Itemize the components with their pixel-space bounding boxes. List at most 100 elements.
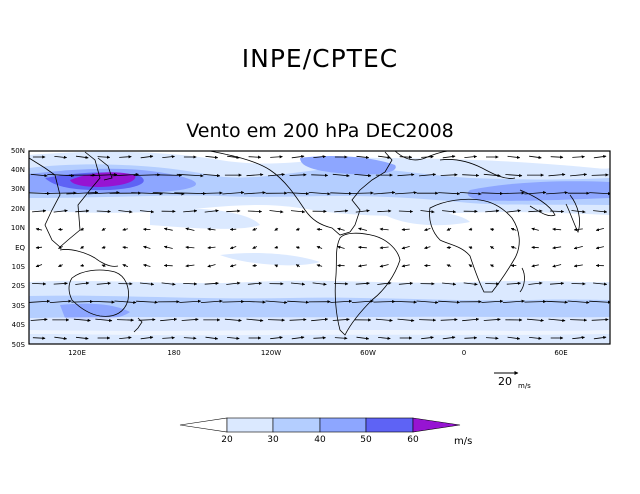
wind-vector [75,281,90,285]
wind-vector [222,299,245,304]
wind-vector [54,336,68,341]
wind-vector [463,282,478,286]
wind-vector [549,209,565,214]
colorbar-ticks: 20 30 40 50 60 [221,435,419,445]
coast-madagascar [519,267,525,293]
wind-vector [506,209,521,213]
wind-vector [287,192,310,196]
coast-west-north-america [209,151,351,236]
wind-vector [313,336,326,340]
wind-vector [140,335,154,340]
wind-vector [490,264,495,268]
wind-vector [163,227,173,231]
wind-vector [205,155,219,159]
wind-vector [269,210,284,214]
wind-vector [75,155,89,160]
wind-vector [295,227,300,231]
wind-vector [274,264,279,268]
wind-vector [291,154,305,159]
wind-vector [502,299,525,303]
wind-vector [506,281,521,286]
wind-vector [420,210,435,214]
wind-vector [332,173,350,178]
wind-vector [160,317,178,322]
lat-label: 10S [12,263,26,271]
wind-vector [140,154,154,159]
map-frame [28,150,611,345]
wind-vector [529,155,542,160]
wind-vector [316,264,323,268]
wind-vector [573,227,583,232]
wind-vector [252,227,258,231]
wind-vector [162,336,175,340]
wind-vector [295,246,300,250]
wind-vector [379,227,389,231]
wind-vector [572,155,585,159]
wind-vector [571,210,586,214]
wind-vector [161,282,176,286]
wind-vector [567,300,590,304]
wind-vector [203,173,221,178]
wind-vector [87,191,120,195]
wind-vector [224,318,242,322]
wind-vector [358,227,368,231]
wind-vector [593,335,607,340]
wind-vector [468,246,473,250]
wind-vector [378,336,391,340]
wind-vector [75,209,90,213]
colorbar-cell-40-50 [319,417,367,433]
wind-vector [531,264,539,268]
wind-vector [185,227,195,231]
wind-vector [468,264,473,268]
shade-20-tropic-south [220,252,320,266]
wind-vector [354,173,372,178]
lon-label: 180 [167,349,180,357]
wind-vector [373,191,396,195]
wind-vector [419,172,437,177]
wind-vector [183,282,198,286]
wind-vector [334,336,348,340]
wind-vector [101,245,106,249]
lat-label: 20S [12,282,26,290]
wind-vector [529,336,542,340]
wind-vector [290,282,306,286]
wind-vector [552,264,562,268]
wind-vector [66,190,99,195]
wind-vector [119,155,132,159]
wind-vector [90,173,118,177]
wind-vector [311,317,329,322]
wind-vector [226,281,241,285]
wind-vector [464,155,478,159]
wind-vector [419,318,437,322]
wind-vector [572,336,585,340]
latitude-axis: 50N 40N 30N 20N 10N EQ 10S 20S 30S 40S 5… [11,147,26,349]
wind-vector [226,209,241,213]
shade-40-north-america [300,156,396,175]
wind-vector [313,155,326,159]
wind-vector [267,318,285,322]
wind-vector [274,245,279,249]
wind-vector [459,192,482,196]
wind-vector [334,209,349,213]
wind-vector [101,264,106,268]
wind-vector [200,191,223,195]
lat-label: 50N [11,147,25,155]
longitude-axis: 120E 180 120W 60W 0 60E [68,349,568,357]
wind-vector [595,246,604,250]
wind-vector [229,246,237,250]
wind-vector [35,227,43,231]
wind-vector [351,191,374,195]
lat-label: 20N [11,205,25,213]
wind-vector [274,227,279,231]
wind-vector [92,300,115,304]
colorbar-tick: 50 [360,435,372,445]
wind-vector [401,246,410,250]
wind-vector [377,281,392,285]
wind-vector [248,155,262,159]
reference-unit: m/s [518,382,531,390]
wind-vector [174,191,207,196]
wind-vector [489,228,495,232]
shade-60-north [70,172,136,187]
wind-vector [337,245,345,249]
wind-vector [330,299,353,303]
